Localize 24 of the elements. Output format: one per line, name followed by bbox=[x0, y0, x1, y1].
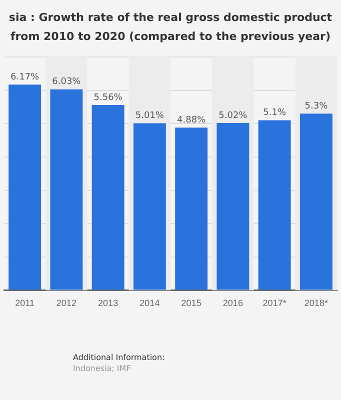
data-label: 5.01% bbox=[135, 111, 164, 122]
bar bbox=[8, 84, 42, 290]
data-label: 6.03% bbox=[52, 77, 82, 88]
x-tick-label: 2016 bbox=[222, 298, 243, 308]
data-label: 5.56% bbox=[94, 92, 123, 103]
x-tick-label: 2018* bbox=[304, 298, 328, 308]
text: Additional Information: bbox=[73, 352, 165, 363]
x-tick-label: 2015 bbox=[181, 298, 202, 308]
bar bbox=[92, 104, 124, 290]
chart-subtitle: from 2010 to 2020 (compared to the previous year) bbox=[9, 29, 332, 45]
x-tick-label: 2013 bbox=[98, 298, 118, 308]
data-label: 5.02% bbox=[218, 110, 248, 121]
data-label: 6.17% bbox=[10, 72, 40, 82]
x-tick-label: 2014 bbox=[140, 298, 160, 308]
data-label: 5.3% bbox=[304, 101, 328, 112]
bar bbox=[258, 120, 291, 290]
bar bbox=[175, 128, 208, 290]
x-tick-label: 2011 bbox=[15, 298, 34, 308]
chart-title: sia : Growth rate of the real gross domestic product bbox=[8, 10, 334, 26]
x-tick-label: 2012 bbox=[56, 298, 76, 308]
data-label: 5.1% bbox=[263, 108, 286, 118]
x-tick-label: 2017* bbox=[262, 298, 287, 308]
text: Indonesia; IMF bbox=[73, 363, 132, 374]
data-label: 4.88% bbox=[177, 115, 206, 126]
